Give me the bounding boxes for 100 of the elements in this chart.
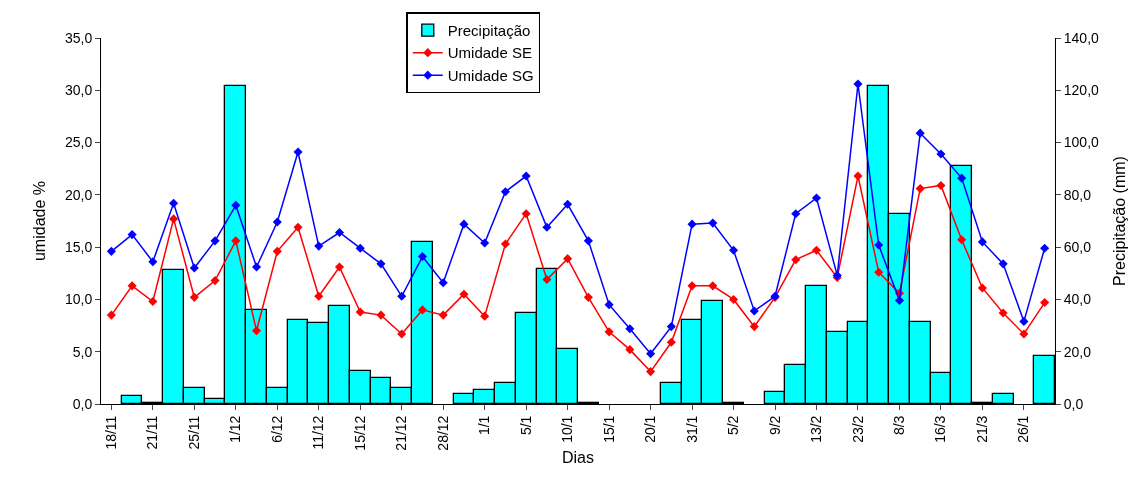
x-tick-label: 15/12: [351, 415, 368, 451]
x-tick-label: 20/1: [642, 415, 659, 443]
y-tick-label: 10,0: [64, 291, 93, 308]
y-tick-label: 25,0: [64, 134, 93, 151]
y2-tick-label: 60,0: [1063, 239, 1092, 256]
point: [957, 173, 967, 183]
point: [314, 291, 324, 301]
point: [521, 209, 531, 219]
point: [646, 349, 656, 359]
legend-label: Umidade SE: [447, 44, 532, 62]
point: [231, 236, 241, 246]
point: [272, 217, 282, 227]
point: [334, 262, 345, 272]
point: [355, 243, 365, 253]
point: [1040, 243, 1050, 253]
x-tick-label: 18/11: [102, 415, 119, 450]
point: [397, 329, 407, 339]
x-tick-label: 21/3: [973, 415, 990, 443]
point: [604, 300, 614, 310]
point: [915, 128, 925, 138]
point: [376, 259, 386, 269]
y-axis-title: umidade %: [30, 180, 48, 262]
point: [915, 184, 925, 194]
point: [977, 283, 987, 293]
point: [542, 275, 552, 285]
x-tick-label: 6/12: [268, 415, 285, 443]
point: [666, 337, 676, 347]
point: [728, 294, 739, 304]
x-tick-label: 9/2: [766, 415, 783, 436]
point: [459, 289, 469, 299]
y2-tick-label: 100,0: [1063, 134, 1100, 151]
x-tick-label: 21/12: [393, 415, 410, 451]
y-tick-label: 15,0: [64, 239, 93, 256]
x-tick-label: 10/1: [559, 415, 576, 443]
y-tick-label: 20,0: [64, 186, 93, 203]
point: [169, 214, 179, 224]
y2-axis-title: Precipitação (mm): [1110, 156, 1128, 286]
point: [210, 276, 220, 286]
point: [251, 326, 262, 336]
point: [791, 209, 801, 219]
point: [853, 171, 863, 181]
point: [189, 263, 199, 273]
point: [293, 147, 303, 157]
point: [894, 295, 905, 306]
x-tick-label: 5/1: [517, 415, 534, 436]
point: [749, 306, 759, 316]
point: [583, 292, 593, 302]
point: [480, 238, 490, 248]
point: [604, 327, 614, 337]
point: [791, 255, 801, 265]
point: [500, 187, 510, 197]
x-tick-label: 15/1: [600, 415, 617, 443]
y-tick-label: 35,0: [64, 29, 93, 46]
point: [708, 281, 718, 291]
x-tick-label: 1/12: [227, 415, 244, 443]
x-tick-label: 13/2: [808, 415, 825, 443]
y2-tick-label: 20,0: [1063, 343, 1092, 360]
x-tick-label: 1/1: [476, 415, 493, 436]
point: [583, 236, 593, 246]
point: [106, 310, 116, 320]
point: [749, 322, 759, 332]
point: [625, 345, 635, 355]
point: [127, 230, 137, 240]
point: [936, 180, 946, 190]
y-tick-label: 5,0: [72, 343, 93, 360]
y-tick-label: 0,0: [72, 395, 93, 412]
x-tick-label: 8/3: [891, 415, 908, 436]
point: [811, 245, 822, 255]
x-tick-label: 11/12: [310, 415, 327, 450]
point: [936, 149, 946, 159]
x-axis-title: Dias: [561, 449, 595, 467]
x-tick-label: 31/1: [683, 415, 700, 443]
point: [438, 278, 448, 288]
point: [687, 219, 697, 229]
point: [127, 281, 137, 291]
x-tick-label: 5/2: [725, 415, 742, 436]
point: [666, 322, 676, 332]
point: [977, 237, 987, 247]
point: [1019, 329, 1029, 339]
point: [1040, 298, 1050, 308]
y2-tick-label: 0,0: [1063, 395, 1084, 412]
point: [334, 227, 345, 238]
point: [251, 262, 262, 272]
point: [148, 296, 158, 307]
point: [397, 291, 407, 301]
legend-label: Precipitação: [447, 21, 531, 39]
x-tick-label: 28/12: [434, 415, 451, 451]
x-tick-label: 21/11: [144, 415, 161, 450]
point: [169, 198, 179, 208]
point: [625, 324, 635, 334]
point: [231, 200, 241, 210]
point: [376, 310, 386, 320]
point: [853, 79, 863, 89]
point: [314, 241, 324, 251]
point: [687, 281, 697, 291]
point: [417, 305, 428, 315]
point: [521, 171, 531, 181]
legend-label: Umidade SG: [447, 66, 534, 84]
x-tick-label: 25/11: [185, 415, 202, 450]
point: [417, 252, 428, 262]
